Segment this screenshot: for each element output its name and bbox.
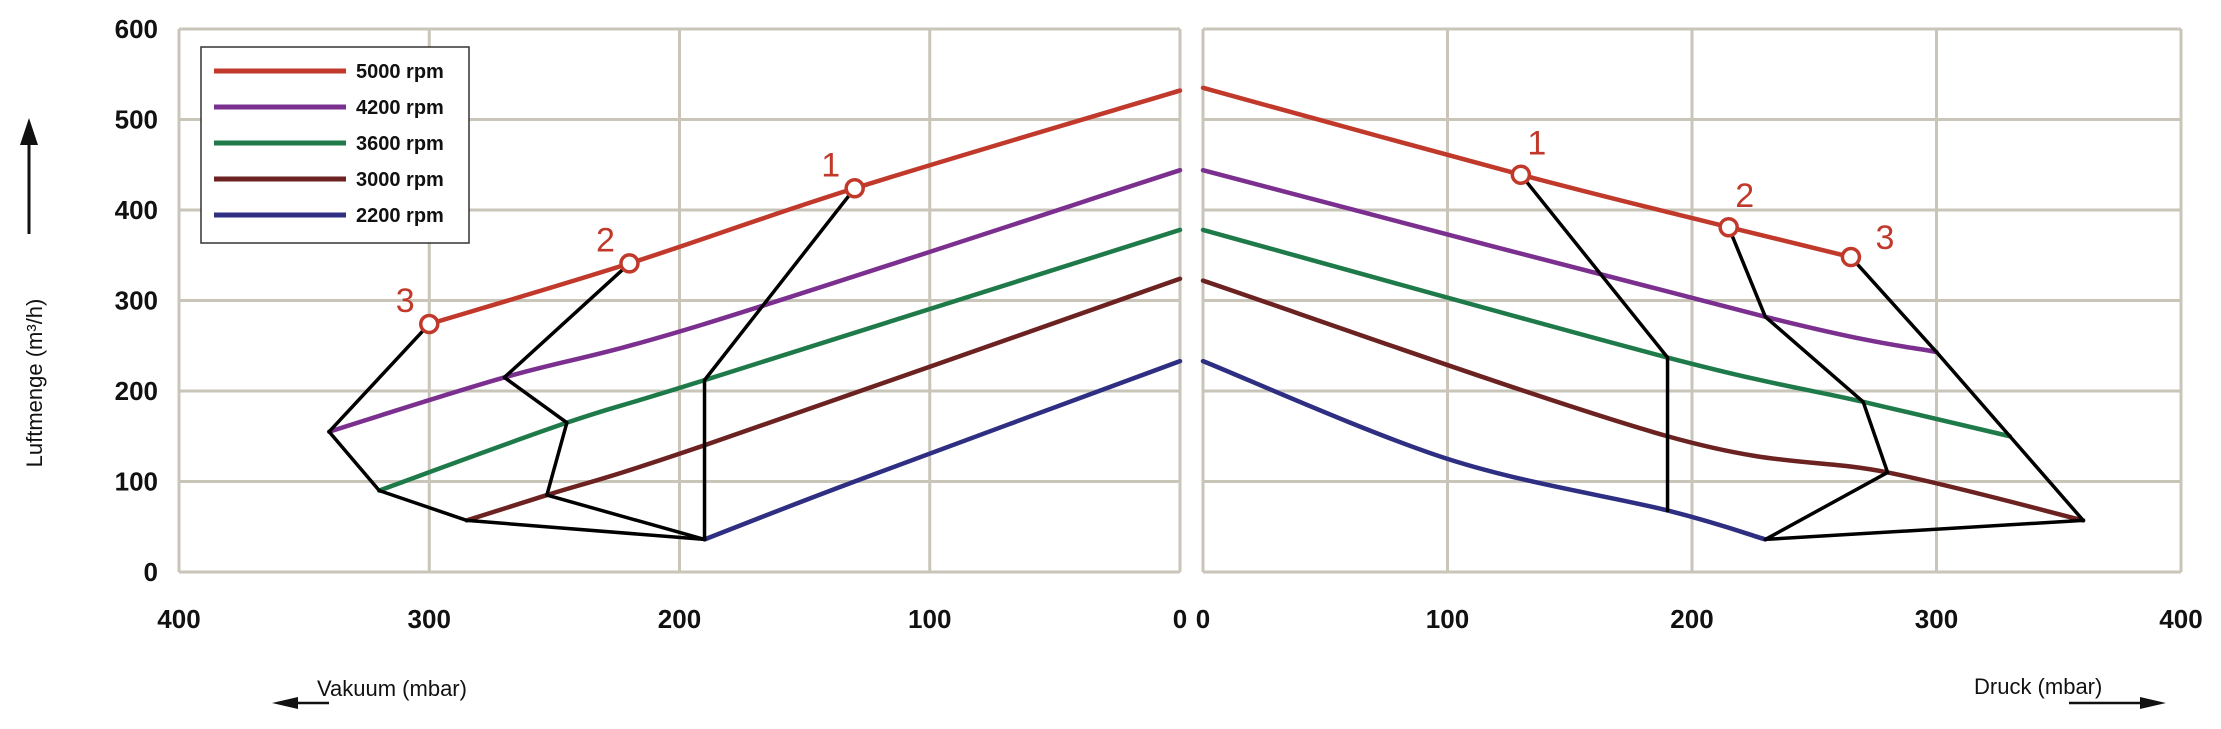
operating-line-pressure-1 [1519,172,1670,513]
curve-vacuum-5000-rpm [427,88,1183,327]
x-axis-label-vacuum: Vakuum (mbar) [317,676,467,701]
legend-label-2200-rpm: 2200 rpm [356,205,444,227]
legend: 5000 rpm 4200 rpm 3600 rpm 3000 rpm 2200 rpm [200,46,470,244]
y-tick-0: 0 [144,557,158,587]
x-tick-pressure-300: 300 [1915,604,1958,634]
operating-lines-layer [327,172,2085,542]
marker-layer: 1 2 3 1 2 3 [396,125,1894,335]
curve-pressure-3600-rpm [1200,227,2013,439]
y-tick-200: 200 [115,376,158,406]
curve-layer [326,85,2086,542]
x-tick-vacuum-0: 0 [1173,604,1187,634]
x-tick-pressure-0: 0 [1196,604,1210,634]
y-tick-500: 500 [115,105,158,135]
operating-line-pressure-2 [1726,225,2085,542]
tick-layer: 400 300 200 100 0 0 100 200 300 40001002003004005… [115,14,2203,634]
legend-label-3600-rpm: 3600 rpm [356,133,444,155]
curve-vacuum-2200-rpm [702,358,1183,542]
operating-line-pressure-3 [1849,255,2085,523]
x-tick-vacuum-200: 200 [658,604,701,634]
point-marker-vacuum-3 [419,313,440,335]
x-tick-pressure-100: 100 [1426,604,1469,634]
point-label-vacuum-2: 2 [596,221,615,259]
point-label-pressure-2: 2 [1735,177,1754,215]
x-tick-pressure-200: 200 [1670,604,1713,634]
curve-vacuum-3600-rpm [376,227,1183,493]
curve-pressure-5000-rpm [1200,85,1854,260]
x-tick-vacuum-400: 400 [157,604,200,634]
y-tick-100: 100 [115,467,158,497]
operating-line-vacuum-3 [327,322,707,542]
legend-label-4200-rpm: 4200 rpm [356,97,444,119]
y-axis-label: Luftmenge (m³/h) [22,299,47,468]
curve-vacuum-4200-rpm [326,167,1183,434]
pressure-direction-arrow [2069,697,2166,709]
point-label-vacuum-1: 1 [821,146,840,184]
y-tick-400: 400 [115,195,158,225]
point-label-vacuum-3: 3 [396,282,415,320]
point-label-pressure-1: 1 [1527,125,1546,163]
legend-label-5000-rpm: 5000 rpm [356,61,444,83]
operating-line-vacuum-2 [502,261,707,542]
point-marker-vacuum-1 [844,178,865,199]
x-tick-vacuum-300: 300 [408,604,451,634]
y-axis-arrow [20,118,38,234]
curve-pressure-2200-rpm [1200,358,1768,542]
operating-line-vacuum-1 [702,186,857,542]
legend-label-3000-rpm: 3000 rpm [356,169,444,191]
point-label-pressure-3: 3 [1875,219,1894,257]
point-marker-vacuum-2 [619,253,640,274]
y-tick-600: 600 [115,14,158,44]
y-tick-300: 300 [115,286,158,316]
point-marker-pressure-3 [1840,246,1862,268]
x-tick-pressure-400: 400 [2159,604,2202,634]
grid-layer [177,27,2183,574]
vacuum-direction-arrow [272,697,329,709]
point-marker-pressure-1 [1510,164,1532,185]
x-tick-vacuum-100: 100 [908,604,951,634]
curve-pressure-4200-rpm [1200,167,1939,355]
point-marker-pressure-2 [1718,216,1739,238]
x-axis-label-pressure: Druck (mbar) [1974,674,2102,699]
curve-pressure-3000-rpm [1200,278,2086,523]
